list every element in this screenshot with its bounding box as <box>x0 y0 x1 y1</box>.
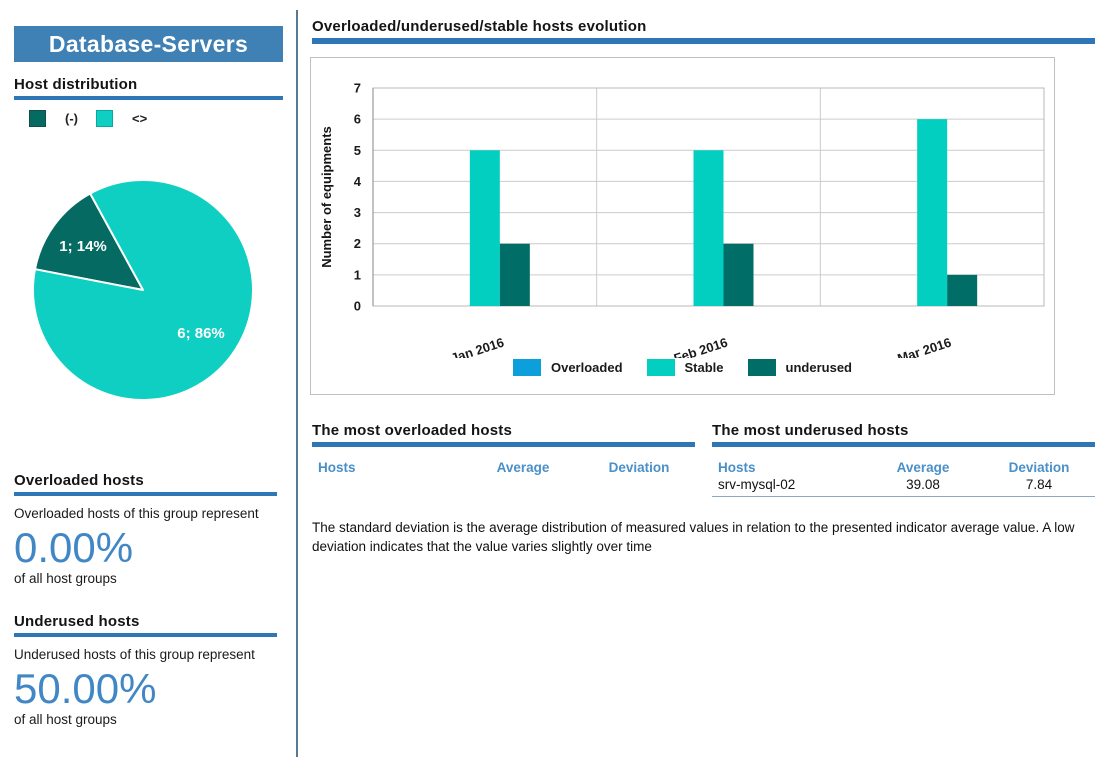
bar-stable-feb-2016 <box>693 150 724 306</box>
y-tick-label: 0 <box>354 299 361 314</box>
bar-stable-mar-2016 <box>917 119 948 306</box>
hosts-evolution-chart: 0 1 2 3 4 5 6 7 Number of equipments Jan 2016 Feb … <box>310 57 1055 395</box>
underused-description: Underused hosts of this group represent <box>14 647 255 662</box>
chart-legend: Overloaded Stable underused <box>311 359 1054 376</box>
y-axis-label: Number of equipments <box>319 126 334 268</box>
column-header-hosts: Hosts <box>718 460 756 475</box>
underused-legend-label: (-) <box>65 111 78 126</box>
host-distribution-section: Host distribution <box>14 76 283 100</box>
bar-underused-mar-2016 <box>947 274 978 306</box>
chart-title: Overloaded/underused/stable hosts evolut… <box>312 18 647 35</box>
pie-slice <box>32 179 254 401</box>
overloaded-caption: of all host groups <box>14 571 117 587</box>
pie-slice-label: 6; 86% <box>177 325 225 342</box>
y-tick-label: 4 <box>354 174 362 189</box>
stable-swatch <box>646 359 675 376</box>
column-header-average: Average <box>896 460 950 475</box>
heading-underline <box>712 442 1095 447</box>
chart-legend-label: Stable <box>684 360 724 375</box>
underused-swatch <box>747 359 776 376</box>
pie-legend: (-) <> <box>29 110 147 127</box>
heading-underline <box>312 442 695 447</box>
x-tick-label: Jan 2016 <box>449 335 506 358</box>
group-title: Database-Servers <box>14 26 283 62</box>
table-header-row: Hosts Average Deviation <box>712 460 1095 475</box>
y-tick-label: 6 <box>354 112 361 127</box>
chart-legend-label: underused <box>785 360 852 375</box>
heading-underline <box>14 633 277 637</box>
overloaded-swatch <box>512 359 541 376</box>
bar-underused-jan-2016 <box>499 243 530 306</box>
x-tick-label: Mar 2016 <box>896 335 954 358</box>
underused-table-section: The most underused hosts Hosts Average D… <box>712 422 1095 497</box>
underused-caption: of all host groups <box>14 712 117 728</box>
chart-section-header: Overloaded/underused/stable hosts evolut… <box>312 18 1095 44</box>
deviation-cell: 7.84 <box>1025 477 1053 492</box>
y-tick-label: 2 <box>354 236 361 251</box>
host-distribution-pie: 1; 14% 6; 86% <box>32 179 254 401</box>
average-cell: 39.08 <box>906 477 940 492</box>
column-header-average: Average <box>496 460 550 475</box>
chart-legend-item-stable: Stable <box>646 359 724 376</box>
column-header-hosts: Hosts <box>318 460 356 475</box>
overloaded-percent: 0.00% <box>14 523 134 571</box>
y-tick-label: 7 <box>354 81 361 96</box>
overloaded-hosts-section: Overloaded hosts Overloaded hosts of thi… <box>14 472 277 586</box>
heading-underline <box>14 96 283 100</box>
overloaded-hosts-heading: Overloaded hosts <box>14 472 144 489</box>
underused-table-heading: The most underused hosts <box>712 422 909 439</box>
y-tick-label: 5 <box>354 143 361 158</box>
y-tick-label: 3 <box>354 205 361 220</box>
pie-slice-label: 1; 14% <box>59 238 107 255</box>
heading-underline <box>312 38 1095 44</box>
chart-legend-label: Overloaded <box>550 360 623 375</box>
deviation-note: The standard deviation is the average di… <box>312 520 1075 554</box>
table-row: srv-mysql-02 39.08 7.84 <box>712 477 1095 497</box>
x-tick-label: Feb 2016 <box>672 335 730 358</box>
underused-hosts-section: Underused hosts Underused hosts of this … <box>14 613 277 727</box>
heading-underline <box>14 492 277 496</box>
bar-stable-jan-2016 <box>469 150 500 306</box>
host-name-cell: srv-mysql-02 <box>718 477 796 492</box>
column-header-deviation: Deviation <box>1008 460 1070 475</box>
table-header-row: Hosts Average Deviation <box>312 460 695 475</box>
overloaded-table-section: The most overloaded hosts Hosts Average … <box>312 422 695 475</box>
bar-chart-plot: 0 1 2 3 4 5 6 7 Number of equipments Jan 2016 Feb … <box>319 81 1045 358</box>
stable-legend-swatch <box>96 110 113 127</box>
underused-hosts-heading: Underused hosts <box>14 613 140 630</box>
overloaded-table-heading: The most overloaded hosts <box>312 422 513 439</box>
y-tick-label: 1 <box>354 267 361 282</box>
chart-legend-item-underused: underused <box>747 359 852 376</box>
underused-legend-swatch <box>29 110 46 127</box>
stable-legend-label: <> <box>132 111 148 126</box>
overloaded-description: Overloaded hosts of this group represent <box>14 506 259 521</box>
underused-percent: 50.00% <box>14 664 157 712</box>
pie-slice <box>33 192 144 291</box>
column-header-deviation: Deviation <box>608 460 670 475</box>
bar-underused-feb-2016 <box>723 243 754 306</box>
chart-legend-item-overloaded: Overloaded <box>512 359 623 376</box>
host-distribution-heading: Host distribution <box>14 76 138 93</box>
panel-divider <box>296 10 298 757</box>
